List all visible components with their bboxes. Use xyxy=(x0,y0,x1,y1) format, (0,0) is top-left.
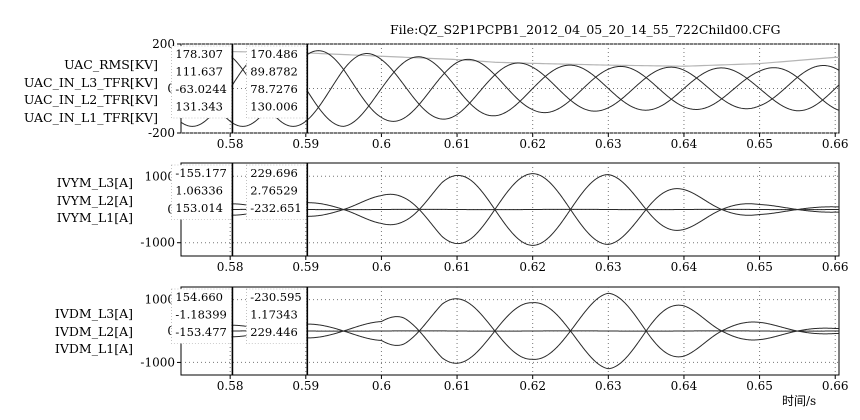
x-tick-label: 0.63 xyxy=(595,379,622,393)
x-tick-label: 0.58 xyxy=(217,260,244,274)
cursor-readout-box xyxy=(246,164,307,220)
x-tick-label: 0.66 xyxy=(822,260,849,274)
cursor-readout-value: 2.76529 xyxy=(250,184,298,198)
cursor-readout-value: 131.343 xyxy=(175,100,223,114)
x-tick-label: 0.64 xyxy=(671,379,698,393)
cursor-readout-value: 153.014 xyxy=(175,201,223,215)
y-tick-label: -1000 xyxy=(140,236,175,250)
panel-2-channel-labels: IVYM_L3[A] IVYM_L2[A] IVYM_L1[A] xyxy=(10,174,133,227)
channel-label-uac-l3: UAC_IN_L3_TFR[KV] xyxy=(23,74,158,90)
y-tick-label: 1000 xyxy=(144,169,175,183)
cursor-readout-value: 1.06336 xyxy=(175,184,223,198)
cursor-readout-box xyxy=(246,288,307,344)
x-tick-label: 0.59 xyxy=(292,260,319,274)
cursor-readout-value: 89.8782 xyxy=(250,65,298,79)
cursor-readout-box xyxy=(171,164,232,220)
x-tick-label: 0.66 xyxy=(822,137,849,151)
channel-label-ivdm-l2: IVDM_L2[A] xyxy=(54,323,133,339)
cursor-readout-box xyxy=(246,45,307,119)
x-tick-label: 0.61 xyxy=(444,137,471,151)
cursor-readout-value: 178.307 xyxy=(175,47,223,61)
cursor-readout-value: -155.177 xyxy=(175,166,226,180)
x-tick-label: 0.59 xyxy=(292,379,319,393)
cursor-readout-value: -232.651 xyxy=(250,201,301,215)
channel-label-uac-rms: UAC_RMS[KV] xyxy=(64,57,158,72)
x-tick-label: 0.64 xyxy=(671,137,698,151)
channel-label-uac-l1: UAC_IN_L1_TFR[KV] xyxy=(23,109,158,125)
panel-1: 0.58 0.59 0.6 0.61 0.62 0.63 0.64 0.65 0.662000-… xyxy=(148,37,849,151)
x-tick-label: 0.63 xyxy=(595,260,622,274)
x-tick-label: 0.65 xyxy=(746,379,773,393)
cursor-readout-value: -230.595 xyxy=(250,290,301,304)
x-tick-label: 0.6 xyxy=(372,260,391,274)
x-tick-label: 0.62 xyxy=(519,137,546,151)
cursor-readout-value: 154.660 xyxy=(175,290,223,304)
cursor-readout-value: 229.696 xyxy=(250,166,298,180)
x-tick-label: 0.63 xyxy=(595,137,622,151)
cursor-readout-value: -153.477 xyxy=(175,325,226,339)
panel-2: 0.58 0.59 0.6 0.61 0.62 0.63 0.64 0.65 0.66 1000 0… xyxy=(140,162,849,274)
x-tick-label: 0.62 xyxy=(519,260,546,274)
x-tick-label: 0.64 xyxy=(671,260,698,274)
y-tick-label: -200 xyxy=(148,126,175,140)
cursor-readout-value: -1.18399 xyxy=(175,308,226,322)
cursor-readout-value: 130.006 xyxy=(250,100,298,114)
cursor-readout-value: 229.446 xyxy=(250,325,298,339)
x-tick-label: 0.6 xyxy=(372,137,391,151)
x-tick-label: 0.66 xyxy=(822,379,849,393)
x-tick-label: 0.65 xyxy=(746,260,773,274)
x-tick-label: 0.61 xyxy=(444,260,471,274)
channel-label-ivdm-l3: IVDM_L3[A] xyxy=(54,306,133,321)
channel-label-ivym-l2: IVYM_L2[A] xyxy=(56,192,133,208)
channel-label-ivym-l1: IVYM_L1[A] xyxy=(56,210,133,225)
cursor-readout-box xyxy=(171,288,232,344)
cursor-readout-value: 111.637 xyxy=(175,65,223,79)
x-tick-label: 0.58 xyxy=(217,379,244,393)
y-tick-label: 200 xyxy=(152,37,175,51)
x-tick-label: 0.6 xyxy=(372,379,391,393)
cursor-readout-value: -63.0244 xyxy=(175,82,226,96)
y-tick-label: 0 xyxy=(167,203,175,217)
channel-label-ivym-l3: IVYM_L3[A] xyxy=(56,175,133,190)
x-tick-label: 0.65 xyxy=(746,137,773,151)
cursor-readout-box xyxy=(171,45,232,119)
file-title: File:QZ_S2P1PCPB1_2012_04_05_20_14_55_72… xyxy=(390,22,781,37)
panel-3: 0.580.590.60.610.620.630.640.650.6610000… xyxy=(140,286,849,393)
x-tick-label: 0.62 xyxy=(519,379,546,393)
panel-1-channel-labels: UAC_RMS[KV] UAC_IN_L3_TFR[KV] UAC_IN_L2_… xyxy=(10,56,158,126)
cursor-readout-value: 1.17343 xyxy=(250,308,298,322)
x-axis-label: 时间/s xyxy=(782,394,817,408)
trace-uac-in-l3-tfr-kv- xyxy=(181,50,839,127)
y-tick-label: 0 xyxy=(167,82,175,96)
panel-3-channel-labels: IVDM_L3[A] IVDM_L2[A] IVDM_L1[A] xyxy=(10,305,133,358)
cursor-readout-value: 78.7276 xyxy=(250,82,298,96)
channel-label-ivdm-l1: IVDM_L1[A] xyxy=(54,341,133,356)
channel-label-uac-l2: UAC_IN_L2_TFR[KV] xyxy=(23,92,158,107)
cursor-readout-value: 170.486 xyxy=(250,47,298,61)
y-tick-label: 1000 xyxy=(144,293,175,307)
x-tick-label: 0.61 xyxy=(444,379,471,393)
x-tick-label: 0.59 xyxy=(292,137,319,151)
x-tick-label: 0.58 xyxy=(217,137,244,151)
y-tick-label: -1000 xyxy=(140,355,175,369)
